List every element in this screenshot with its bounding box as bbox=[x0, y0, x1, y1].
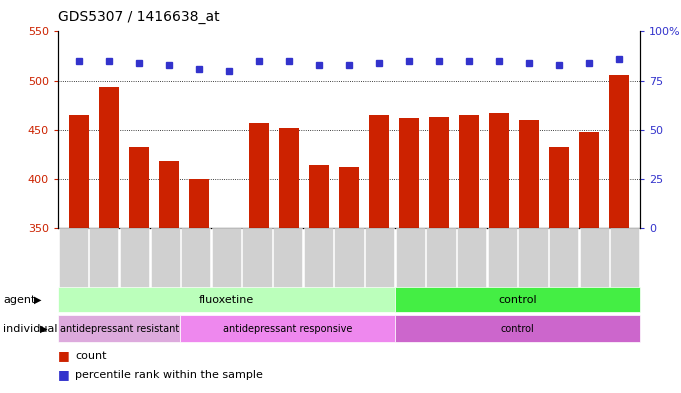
Bar bbox=[69, 115, 89, 228]
Bar bbox=[580, 132, 599, 228]
Text: antidepressant responsive: antidepressant responsive bbox=[223, 323, 352, 334]
Text: percentile rank within the sample: percentile rank within the sample bbox=[75, 369, 263, 380]
Bar bbox=[550, 147, 569, 228]
Text: GDS5307 / 1416638_at: GDS5307 / 1416638_at bbox=[58, 10, 219, 24]
Bar bbox=[249, 123, 269, 228]
Bar bbox=[99, 88, 118, 228]
Text: individual: individual bbox=[3, 323, 58, 334]
Text: control: control bbox=[498, 295, 537, 305]
Text: count: count bbox=[75, 351, 106, 361]
Bar bbox=[429, 117, 449, 228]
Bar bbox=[309, 165, 329, 228]
Text: ■: ■ bbox=[58, 368, 69, 381]
Bar bbox=[159, 161, 178, 228]
Bar bbox=[609, 75, 629, 228]
Bar bbox=[399, 118, 419, 228]
Text: ▶: ▶ bbox=[39, 323, 47, 334]
Text: fluoxetine: fluoxetine bbox=[199, 295, 254, 305]
Text: ▶: ▶ bbox=[34, 295, 42, 305]
Bar bbox=[520, 120, 539, 228]
Bar bbox=[189, 179, 208, 228]
Bar bbox=[129, 147, 148, 228]
Text: agent: agent bbox=[3, 295, 36, 305]
Text: antidepressant resistant: antidepressant resistant bbox=[59, 323, 179, 334]
Bar bbox=[339, 167, 359, 228]
Text: ■: ■ bbox=[58, 349, 69, 362]
Bar bbox=[369, 115, 389, 228]
Bar bbox=[490, 113, 509, 228]
Bar bbox=[279, 128, 299, 228]
Bar bbox=[459, 115, 479, 228]
Text: control: control bbox=[501, 323, 535, 334]
